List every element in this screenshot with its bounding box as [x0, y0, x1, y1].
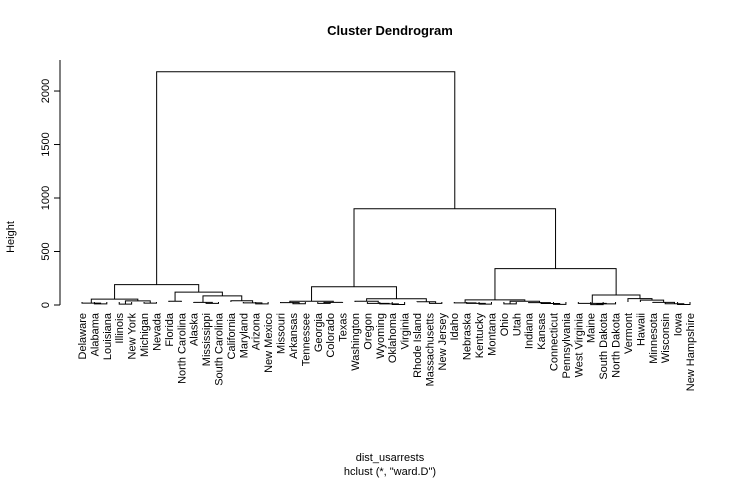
- leaf-label: Colorado: [325, 313, 337, 358]
- leaf-label: Oregon: [362, 313, 374, 350]
- leaf-label: Indiana: [524, 312, 536, 349]
- leaf-label: Vermont: [623, 313, 635, 354]
- leaf-label: Massachusetts: [424, 313, 436, 387]
- dendrogram-link: [174, 291, 223, 302]
- leaf-label: California: [226, 312, 238, 359]
- leaf-label: New Hampshire: [685, 313, 697, 391]
- leaf-label: Illinois: [114, 313, 126, 344]
- x-axis-label: dist_usarrests: [356, 452, 425, 464]
- leaf-label: Nebraska: [462, 312, 474, 360]
- leaf-label: Nevada: [151, 312, 163, 351]
- dendrogram-link: [627, 298, 653, 302]
- chart-title: Cluster Dendrogram: [327, 23, 453, 38]
- y-axis-label: Height: [5, 221, 17, 253]
- leaf-label: South Carolina: [213, 312, 225, 386]
- y-tick-label: 500: [40, 242, 52, 260]
- y-tick-label: 1000: [40, 186, 52, 210]
- leaf-label: North Dakota: [611, 312, 623, 378]
- y-tick-label: 1500: [40, 132, 52, 156]
- leaf-label: Louisiana: [102, 312, 114, 360]
- leaf-label: Maryland: [238, 313, 250, 358]
- leaf-label: Pennsylvania: [561, 312, 573, 378]
- leaf-label: Ohio: [499, 313, 511, 336]
- leaf-label: Alaska: [189, 312, 201, 346]
- leaf-label: Florida: [164, 312, 176, 347]
- leaf-label: Maine: [586, 313, 598, 343]
- dendrogram-link: [124, 300, 151, 305]
- leaf-label: Arkansas: [288, 313, 300, 359]
- y-tick-label: 0: [40, 302, 52, 308]
- leaf-label: Mississippi: [201, 313, 213, 366]
- leaf-label: Delaware: [77, 313, 89, 359]
- dendrogram-link: [168, 300, 182, 302]
- leaf-label: New Jersey: [437, 313, 449, 371]
- leaf-label: North Carolina: [176, 312, 188, 384]
- dendrogram-link: [464, 299, 526, 303]
- leaf-label: Virginia: [400, 312, 412, 349]
- leaf-label: Utah: [511, 313, 523, 336]
- leaf-label: Connecticut: [549, 313, 561, 371]
- dendrogram-link: [353, 208, 557, 287]
- leaf-label: Alabama: [89, 312, 101, 356]
- leaf-label: South Dakota: [598, 312, 610, 380]
- leaf-label: Rhode Island: [412, 313, 424, 378]
- y-tick-label: 2000: [40, 79, 52, 103]
- dendrogram-link: [156, 71, 456, 285]
- leaf-label: Kentucky: [474, 313, 486, 359]
- dendrogram-link: [591, 294, 641, 304]
- leaf-label: Minnesota: [648, 312, 660, 364]
- leaf-label: New York: [127, 313, 139, 360]
- leaf-label: Tennessee: [300, 313, 312, 366]
- leaf-label: Arizona: [251, 312, 263, 350]
- dendrogram-link: [90, 298, 139, 304]
- leaf-label: Georgia: [313, 312, 325, 352]
- leaf-label: Kansas: [536, 313, 548, 350]
- leaf-label: Texas: [338, 313, 350, 342]
- leaf-label: Idaho: [449, 313, 461, 341]
- leaf-label: Wisconsin: [660, 313, 672, 363]
- leaf-label: Hawaii: [635, 313, 647, 346]
- leaf-label: Washington: [350, 313, 362, 371]
- leaf-label: Wyoming: [375, 313, 387, 359]
- subtitle: hclust (*, "ward.D"): [344, 466, 436, 478]
- dendrogram-link: [202, 295, 243, 303]
- leaf-label: New Mexico: [263, 313, 275, 373]
- leaf-label: West Virginia: [573, 312, 585, 377]
- dendrogram-link: [230, 300, 254, 303]
- leaf-label: Iowa: [673, 312, 685, 336]
- leaf-label: Montana: [486, 312, 498, 356]
- dendrogram-link: [639, 299, 665, 303]
- dendrogram-link: [366, 298, 427, 302]
- leaf-label: Michigan: [139, 313, 151, 357]
- leaf-label: Oklahoma: [387, 312, 399, 363]
- leaf-label: Missouri: [276, 313, 288, 354]
